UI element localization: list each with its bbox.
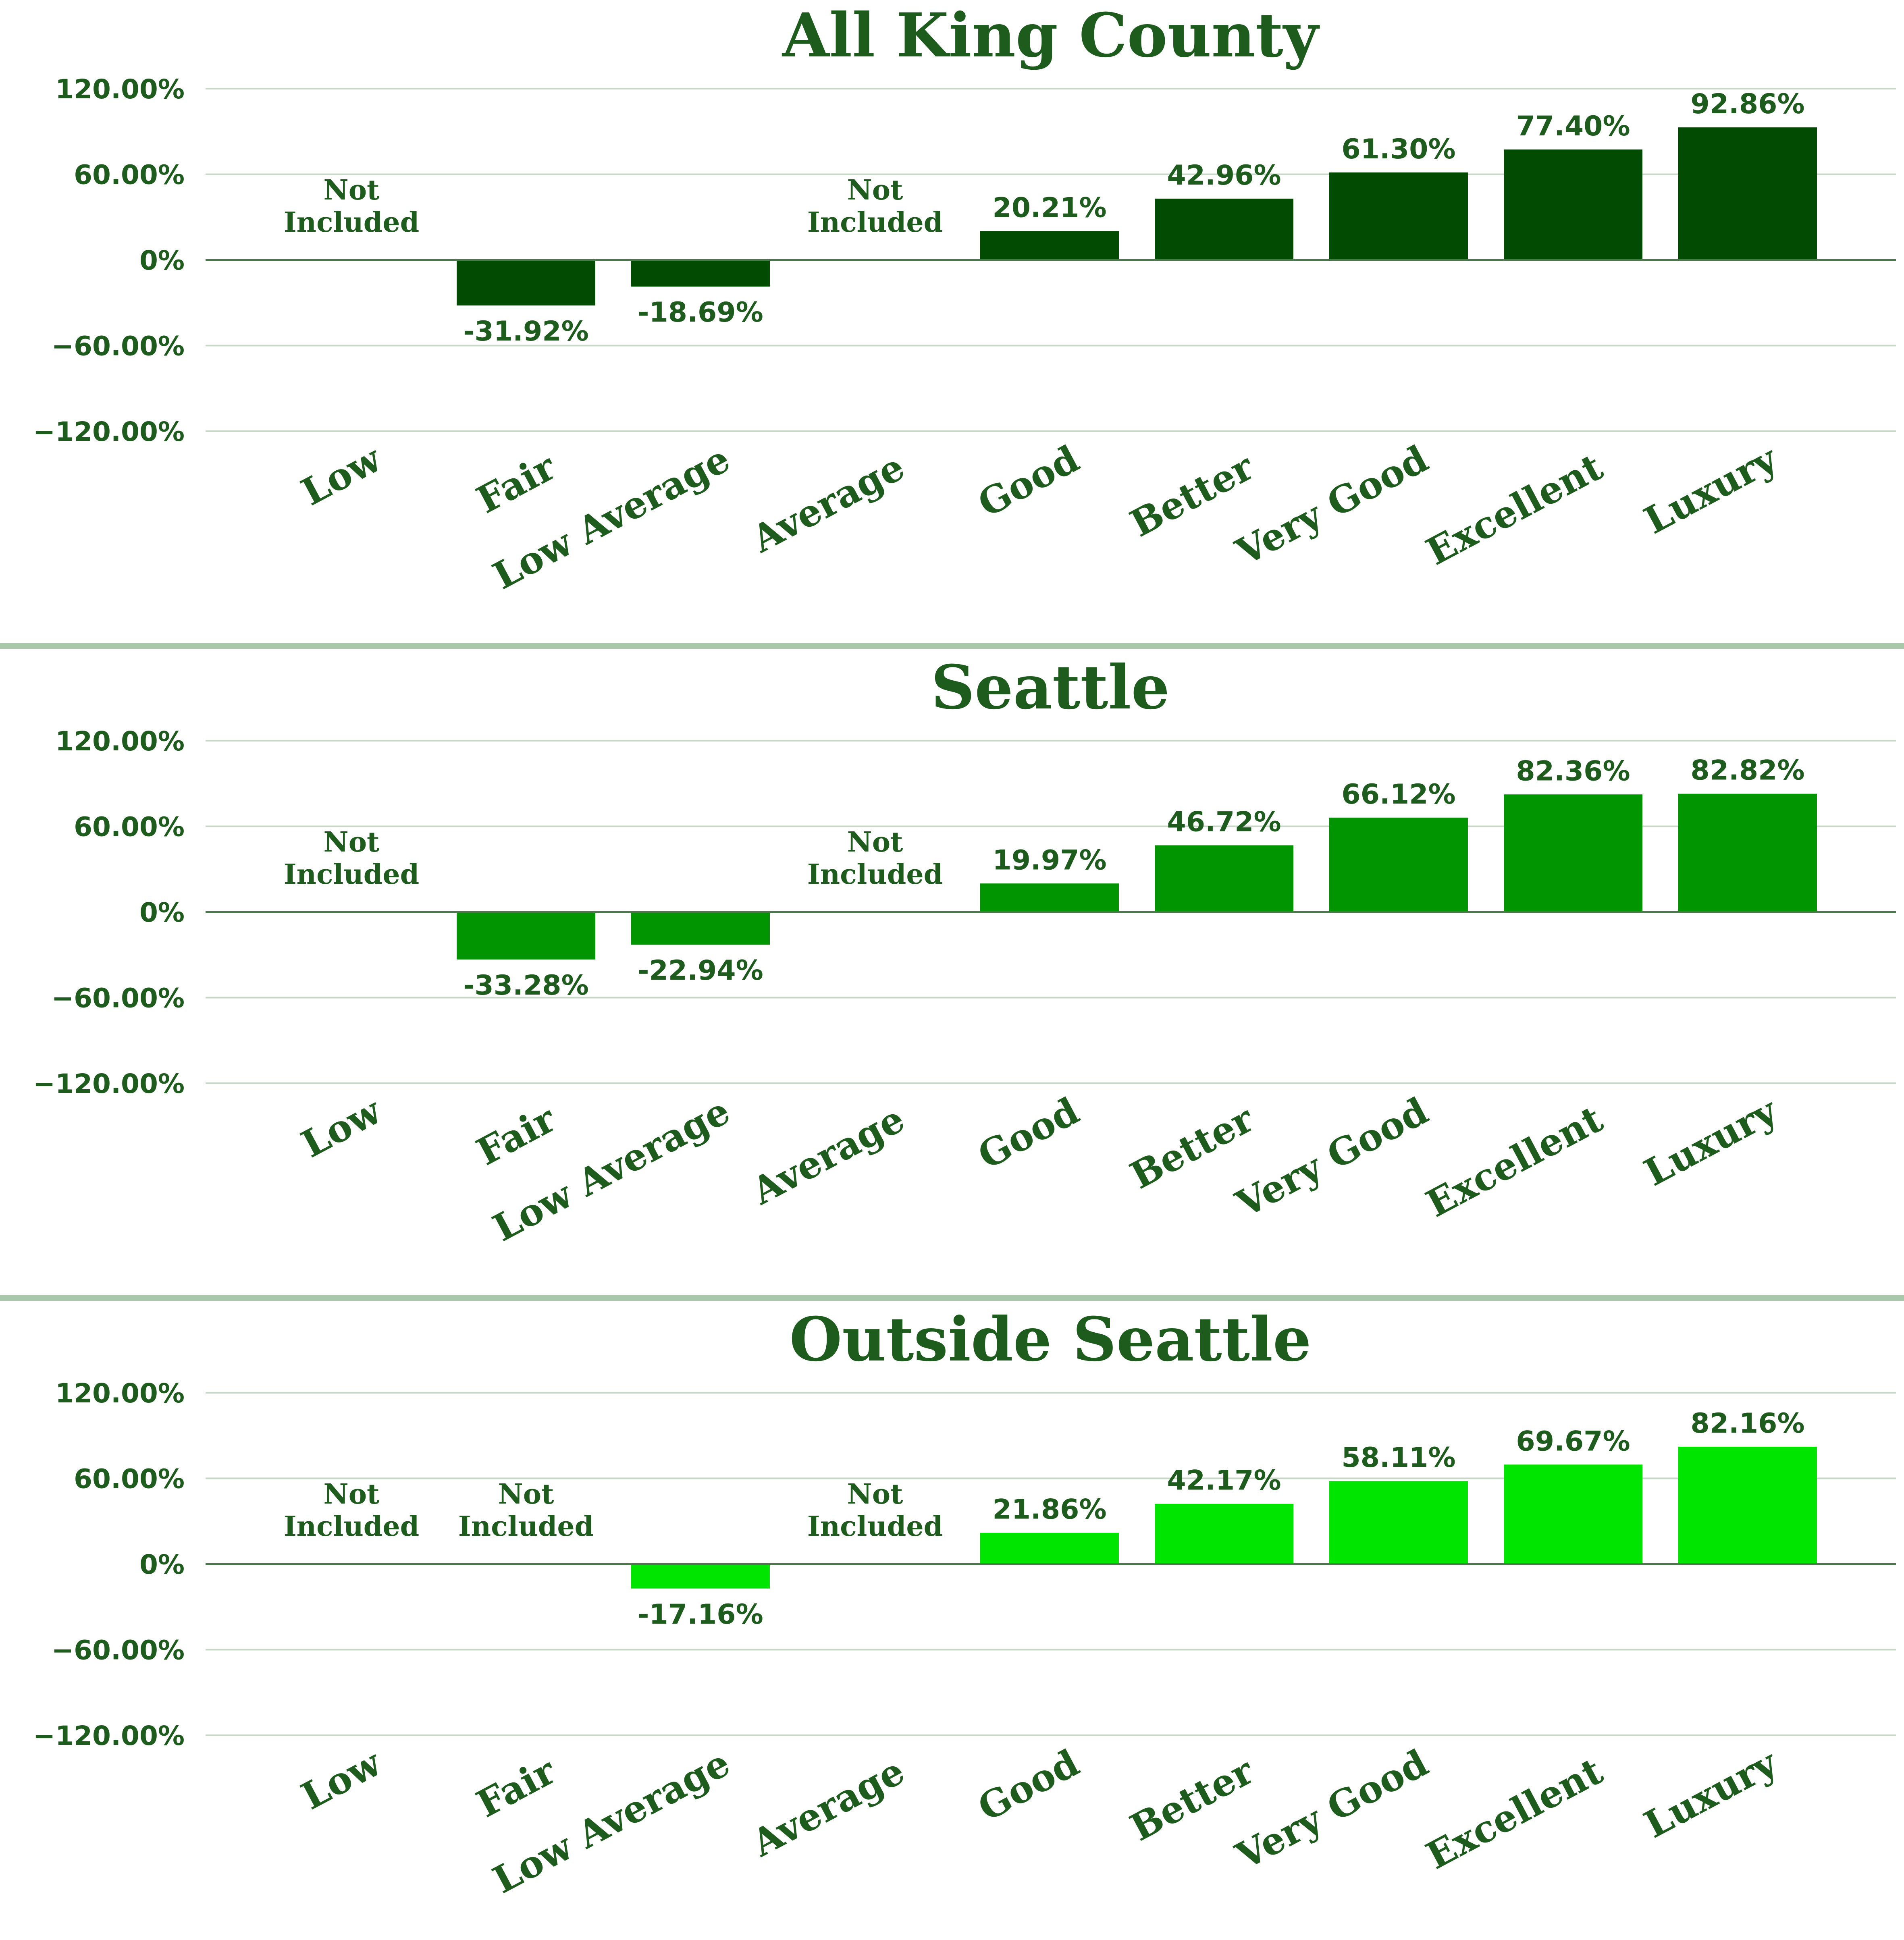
x-tick-label: Low bbox=[294, 436, 389, 514]
x-tick-label: Good bbox=[971, 1741, 1086, 1830]
y-tick-label: 60.00% bbox=[74, 1464, 185, 1495]
data-label: 58.11% bbox=[1341, 1442, 1455, 1474]
x-tick-label: Very Good bbox=[1229, 1741, 1435, 1878]
x-tick-label: Luxury bbox=[1637, 436, 1785, 542]
data-label: 92.86% bbox=[1690, 88, 1804, 120]
x-tick-label: Very Good bbox=[1229, 437, 1435, 574]
y-tick-label: 120.00% bbox=[55, 1378, 185, 1409]
x-tick-label: Good bbox=[971, 1089, 1086, 1178]
y-tick-label: −120.00% bbox=[33, 416, 185, 447]
y-tick-label: 60.00% bbox=[74, 160, 185, 191]
data-label: 69.67% bbox=[1516, 1425, 1630, 1457]
bar bbox=[1329, 172, 1468, 260]
y-tick-label: 0% bbox=[139, 1549, 185, 1580]
not-included-label: Not bbox=[498, 1478, 555, 1510]
x-tick-label: Average bbox=[744, 1749, 911, 1865]
not-included-label: Not bbox=[324, 174, 380, 206]
not-included-label: Not bbox=[324, 1478, 380, 1510]
data-label: 21.86% bbox=[992, 1494, 1106, 1526]
data-label: 66.12% bbox=[1341, 779, 1455, 810]
not-included-label: Not bbox=[847, 174, 904, 206]
y-tick-label: −60.00% bbox=[52, 983, 185, 1014]
x-tick-label: Average bbox=[744, 445, 911, 561]
not-included-label: Not bbox=[847, 1478, 904, 1510]
bar bbox=[980, 883, 1119, 912]
chart-title: Seattle bbox=[931, 652, 1170, 723]
data-label: 82.82% bbox=[1690, 755, 1804, 787]
bar bbox=[457, 912, 595, 960]
bar bbox=[1678, 793, 1817, 912]
chart-panel-2: Seattle 120.00% 60.00% 0% −60.00% −120.00% Not… bbox=[33, 652, 1896, 1250]
data-label: 42.17% bbox=[1167, 1465, 1281, 1497]
bar bbox=[1329, 817, 1468, 912]
y-tick-label: −60.00% bbox=[52, 331, 185, 362]
x-tick-label: Excellent bbox=[1419, 1749, 1610, 1878]
x-tick-label: Fair bbox=[470, 444, 563, 522]
x-tick-label: Low bbox=[294, 1741, 389, 1818]
bar bbox=[457, 260, 595, 306]
not-included-label: Included bbox=[807, 206, 943, 239]
data-label: 82.36% bbox=[1516, 755, 1630, 787]
bar bbox=[1678, 127, 1817, 260]
data-label: -31.92% bbox=[463, 316, 588, 347]
x-tick-label: Average bbox=[744, 1097, 911, 1213]
data-label: 82.16% bbox=[1690, 1408, 1804, 1439]
y-tick-label: −60.00% bbox=[52, 1635, 185, 1666]
data-label: -17.16% bbox=[638, 1599, 763, 1631]
y-tick-label: 120.00% bbox=[55, 726, 185, 757]
x-tick-label: Fair bbox=[470, 1097, 563, 1174]
bar bbox=[1678, 1447, 1817, 1564]
data-label: 77.40% bbox=[1516, 110, 1630, 142]
bar bbox=[1504, 1464, 1642, 1564]
bar bbox=[1155, 1504, 1293, 1564]
bar bbox=[980, 231, 1119, 260]
data-label: -18.69% bbox=[638, 297, 763, 328]
y-tick-label: 0% bbox=[139, 245, 185, 276]
not-included-label: Included bbox=[807, 858, 943, 891]
x-tick-label: Luxury bbox=[1637, 1741, 1785, 1847]
bar bbox=[980, 1533, 1119, 1564]
data-label: 42.96% bbox=[1167, 160, 1281, 191]
not-included-label: Included bbox=[284, 1510, 419, 1543]
bar bbox=[1504, 794, 1642, 912]
bar bbox=[631, 1564, 770, 1589]
not-included-label: Included bbox=[458, 1510, 594, 1543]
data-label: 20.21% bbox=[992, 192, 1106, 224]
bar bbox=[631, 912, 770, 945]
chart-title: Outside Seattle bbox=[790, 1304, 1312, 1375]
chart-panel-1: All King County 120.00% 60.00% 0% −60.00% −12… bbox=[33, 0, 1896, 598]
bar bbox=[631, 260, 770, 287]
x-tick-label: Very Good bbox=[1229, 1089, 1435, 1226]
data-label: 19.97% bbox=[992, 844, 1106, 876]
data-label: 61.30% bbox=[1341, 133, 1455, 165]
data-label: 46.72% bbox=[1167, 806, 1281, 838]
bar bbox=[1504, 149, 1642, 260]
bar bbox=[1155, 845, 1293, 912]
not-included-label: Included bbox=[807, 1510, 943, 1543]
y-tick-label: −120.00% bbox=[33, 1720, 185, 1751]
chart-panel-3: Outside Seattle 120.00% 60.00% 0% −60.00% −12… bbox=[33, 1304, 1896, 1902]
x-tick-label: Excellent bbox=[1419, 445, 1610, 574]
x-tick-label: Luxury bbox=[1637, 1088, 1785, 1194]
x-tick-label: Excellent bbox=[1419, 1097, 1610, 1226]
not-included-label: Not bbox=[847, 826, 904, 858]
bar bbox=[1329, 1481, 1468, 1564]
x-tick-label: Good bbox=[971, 437, 1086, 526]
data-label: -33.28% bbox=[463, 970, 588, 1001]
y-tick-label: 120.00% bbox=[55, 74, 185, 105]
not-included-label: Included bbox=[284, 858, 419, 891]
data-label: -22.94% bbox=[638, 955, 763, 987]
bar bbox=[1155, 198, 1293, 260]
not-included-label: Included bbox=[284, 206, 419, 239]
y-tick-label: 60.00% bbox=[74, 812, 185, 843]
x-tick-label: Low bbox=[294, 1088, 389, 1166]
y-tick-label: 0% bbox=[139, 897, 185, 928]
chart-title: All King County bbox=[782, 0, 1320, 71]
not-included-label: Not bbox=[324, 826, 380, 858]
x-tick-label: Fair bbox=[470, 1749, 563, 1826]
y-tick-label: −120.00% bbox=[33, 1068, 185, 1099]
